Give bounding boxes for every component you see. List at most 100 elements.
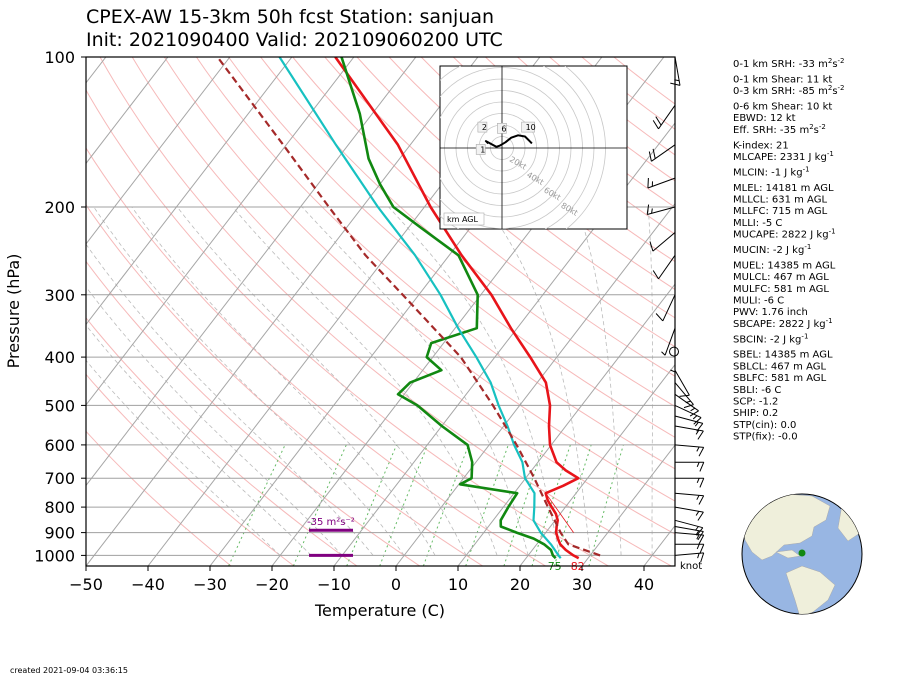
index-line: MLCIN: -1 J kg-1	[733, 165, 810, 178]
moist-adiabat-line	[86, 324, 312, 556]
index-text: MLEL: 14181 m AGL	[733, 183, 834, 194]
index-text: MUCIN: -2 J kg	[733, 245, 804, 256]
parcel-line	[216, 57, 601, 557]
x-tick-label: −10	[317, 575, 351, 594]
hodograph-unit-box	[443, 212, 485, 226]
index-line: EBWD: 12 kt	[733, 113, 796, 124]
wind-barb-flag	[692, 415, 698, 420]
hodograph-height-box	[475, 144, 486, 155]
wind-barb-flag	[698, 495, 705, 505]
wind-barb-flag	[655, 313, 664, 322]
isotherm-line	[457, 283, 675, 566]
wind-barb-flag	[651, 208, 653, 214]
mixing-ratio-line	[346, 444, 398, 566]
index-line: MULI: -6 C	[733, 296, 784, 307]
mixing-ratio-line	[588, 444, 624, 566]
wind-barb-flag	[695, 429, 700, 435]
isotherm-line	[581, 444, 675, 566]
wind-barb-flag	[696, 446, 700, 452]
moist-adiabat-line	[576, 206, 622, 556]
x-tick-label: 30	[572, 575, 592, 594]
index-line: MUCAPE: 2822 J kg-1	[733, 228, 836, 241]
dry-adiabat-line	[86, 373, 295, 566]
wind-barb-flag	[696, 495, 700, 500]
x-tick-label: 40	[634, 575, 654, 594]
mixing-ratio-line	[531, 444, 571, 566]
index-line: MLLI: -5 C	[733, 218, 782, 229]
dry-adiabat-line	[228, 57, 675, 438]
wind-barb-flag	[648, 151, 652, 162]
x-axis-label: Temperature (C)	[314, 601, 445, 620]
index-text: SBLCL: 467 m AGL	[733, 361, 826, 372]
index-text: MULI: -6 C	[733, 296, 784, 307]
wind-barb-flag	[699, 478, 705, 488]
wind-barb-flag	[698, 447, 705, 457]
wind-barb-staff	[662, 294, 676, 322]
index-line: 0-6 km Shear: 10 kt	[733, 102, 832, 113]
x-tick-label: −50	[69, 575, 103, 594]
hodograph-height-label: 2	[482, 123, 487, 132]
isotherm-line	[86, 57, 293, 326]
index-line: K-index: 21	[733, 140, 789, 151]
index-text: 0-6 km Shear: 10 kt	[733, 102, 832, 113]
wind-barb-flag	[661, 351, 666, 356]
index-text: 0-3 km SRH: -85 m	[733, 86, 828, 97]
index-text: MUEL: 14385 m AGL	[733, 260, 836, 271]
index-sup: 2	[828, 57, 832, 65]
x-tick-label: −40	[131, 575, 165, 594]
dry-adiabat-line	[292, 57, 675, 377]
wind-barb-flag	[652, 120, 659, 130]
plot-frame	[85, 56, 676, 567]
index-line: MLCAPE: 2331 J kg-1	[733, 150, 834, 163]
index-line: 0-1 km Shear: 11 kt	[733, 74, 832, 85]
index-text: SBLI: -6 C	[733, 385, 781, 396]
wind-barb-staff	[674, 552, 704, 556]
isotherm-line	[86, 57, 169, 165]
wind-barb-flag	[697, 531, 704, 541]
wind-barb-staff	[674, 56, 681, 86]
index-tail: s	[814, 125, 819, 136]
mixing-ratio-line	[465, 444, 509, 566]
hodograph-trace	[484, 134, 533, 148]
moist-adiabat-line	[647, 206, 654, 556]
index-text: MLCIN: -1 J kg	[733, 167, 803, 178]
x-tick-label: −30	[193, 575, 227, 594]
index-line: PWV: 1.76 inch	[733, 307, 808, 318]
wind-barb-flag	[697, 511, 704, 521]
wind-barb-flag	[689, 410, 699, 417]
hodograph-height-box	[497, 123, 507, 134]
wind-barb-flag	[696, 462, 700, 467]
wind-barb-staff	[674, 492, 704, 497]
index-text: SBEL: 14385 m AGL	[733, 350, 833, 361]
index-sup: -2	[819, 123, 826, 131]
dry-adiabat-line	[99, 57, 673, 566]
isotherm-line	[86, 57, 479, 566]
index-line: STP(cin): 0.0	[733, 420, 796, 431]
index-text: SBCIN: -2 J kg	[733, 334, 801, 345]
index-text: MULFC: 581 m AGL	[733, 284, 829, 295]
index-text: MUCAPE: 2822 J kg	[733, 230, 829, 241]
index-text: MULCL: 467 m AGL	[733, 272, 829, 283]
srh-marker-label: -35 m²s⁻²	[307, 517, 355, 528]
index-text: STP(fix): -0.0	[733, 432, 798, 443]
hodograph-height-box	[477, 121, 488, 133]
index-line: SBLCL: 467 m AGL	[733, 361, 826, 372]
isotherm-line	[86, 57, 417, 487]
x-tick-label: 0	[391, 575, 401, 594]
moist-adiabat-line	[131, 206, 436, 556]
chart-title-line1: CPEX-AW 15-3km 50h fcst Station: sanjuan	[86, 6, 494, 28]
index-line: SBCIN: -2 J kg-1	[733, 332, 808, 345]
wind-barbs	[646, 56, 705, 563]
hodograph-frame	[439, 65, 628, 230]
y-tick-label: 500	[44, 396, 75, 415]
index-text: SBCAPE: 2822 J kg	[733, 319, 826, 330]
chart-title-line2: Init: 2021090400 Valid: 202109060200 UTC	[86, 29, 503, 51]
index-line: SBLI: -6 C	[733, 385, 781, 396]
y-axis-label: Pressure (hPa)	[4, 254, 23, 369]
mixing-ratio-line	[292, 444, 347, 566]
wind-barb-staff	[664, 328, 676, 356]
index-sup: -1	[827, 150, 834, 158]
dewpoint-line	[340, 57, 557, 560]
index-text: EBWD: 12 kt	[733, 113, 796, 124]
hodograph-height-box	[521, 121, 535, 133]
